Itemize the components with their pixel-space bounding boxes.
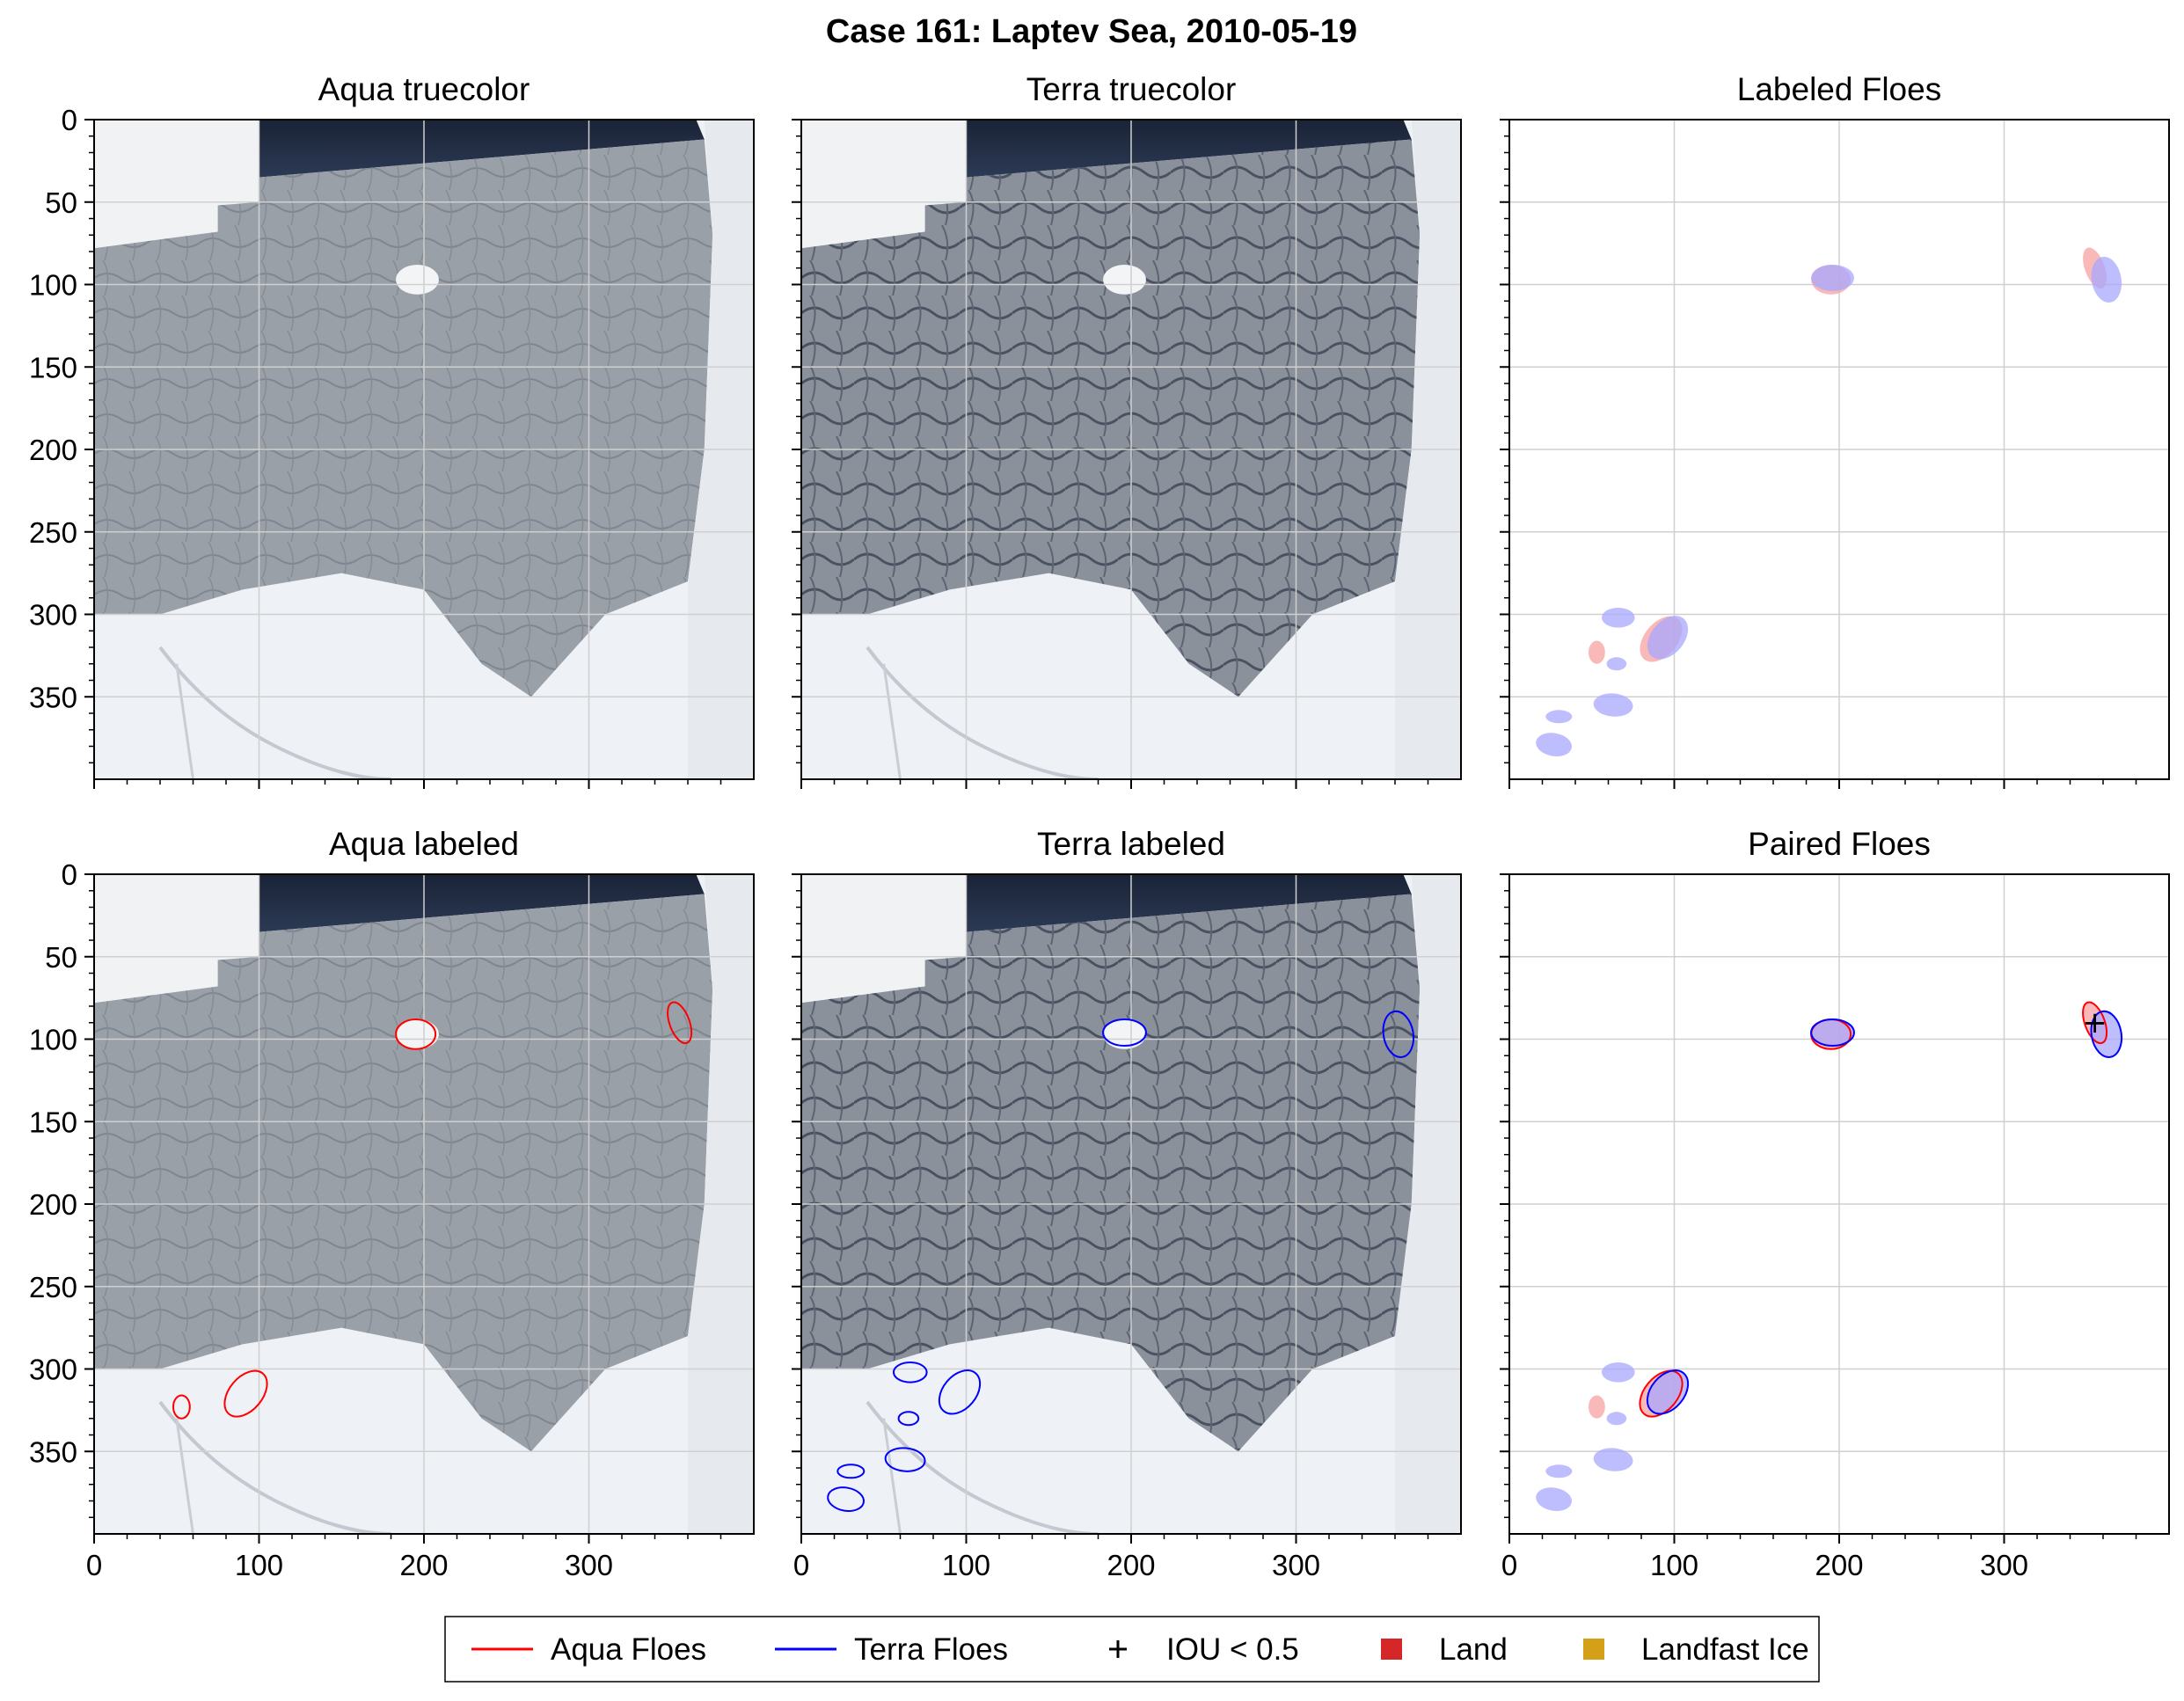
floe-outline xyxy=(1639,1369,1684,1418)
panel-title: Terra labeled xyxy=(1037,826,1225,862)
x-tick-label: 100 xyxy=(942,1549,990,1581)
y-tick-label: 250 xyxy=(29,516,77,549)
floe-outline xyxy=(938,1369,982,1415)
y-tick-label: 0 xyxy=(62,104,77,136)
plot-area: + xyxy=(1509,874,2169,1534)
floe-outline xyxy=(1382,1010,1415,1058)
floe-outline xyxy=(1810,1018,1855,1047)
iou-marker: + xyxy=(2082,1005,2107,1040)
panel-title: Paired Floes xyxy=(1748,826,1931,862)
floe-mask xyxy=(1545,710,1573,724)
legend-label: Land xyxy=(1439,1632,1508,1667)
floe-outline xyxy=(884,1447,926,1472)
y-tick-label: 100 xyxy=(29,1024,77,1056)
floe-mask xyxy=(2091,256,2122,303)
floe-outline xyxy=(2082,1001,2108,1045)
y-tick-label: 250 xyxy=(29,1271,77,1303)
x-tick-label: 200 xyxy=(399,1549,448,1581)
plot-area xyxy=(94,874,754,1534)
floe-outline xyxy=(1102,1018,1147,1047)
legend-label: Aqua Floes xyxy=(551,1632,706,1667)
legend-item: Aqua Floes xyxy=(471,1632,706,1667)
floe-mask xyxy=(1536,1487,1573,1511)
x-tick-label: 300 xyxy=(1980,1549,2028,1581)
floe-mask xyxy=(1606,657,1627,671)
panel-title: Aqua labeled xyxy=(329,826,519,862)
legend-square xyxy=(1583,1639,1604,1660)
floe-mask xyxy=(1606,1412,1627,1426)
figure-title: Case 161: Laptev Sea, 2010-05-19 xyxy=(826,13,1357,50)
floe-mask xyxy=(1593,693,1633,717)
panels: Aqua truecolor 0 50 100 150 200 250 300 350 Terra… xyxy=(29,71,2170,1581)
floe-mask xyxy=(1811,265,1854,291)
x-tick-label: 300 xyxy=(1272,1549,1320,1581)
x-tick-label: 0 xyxy=(1501,1549,1517,1581)
floe-outline xyxy=(395,1018,437,1050)
x-tick-label: 200 xyxy=(1815,1549,1863,1581)
panel-5: Terra labeled 0 100 200 300 xyxy=(792,826,1462,1581)
legend-item: IOU < 0.5 xyxy=(1109,1632,1299,1667)
floe-outline xyxy=(2090,1010,2123,1058)
y-tick-label: 150 xyxy=(29,351,77,383)
floe-outline xyxy=(893,1362,928,1383)
floe-mask xyxy=(1536,733,1573,756)
floe-outline xyxy=(1646,1369,1690,1415)
floe-outline xyxy=(223,1369,268,1418)
x-tick-label: 300 xyxy=(565,1549,613,1581)
legend-label: Landfast Ice xyxy=(1641,1632,1809,1667)
x-tick-label: 0 xyxy=(86,1549,102,1581)
plot-area xyxy=(801,120,1461,779)
floe-mask xyxy=(1811,1019,1854,1046)
plot-area xyxy=(94,120,754,779)
legend-item: Landfast Ice xyxy=(1583,1632,1809,1667)
y-tick-label: 350 xyxy=(29,681,77,713)
y-tick-label: 50 xyxy=(45,186,77,219)
floe-outline xyxy=(667,1001,693,1045)
panel-6: + Paired Floes 0 100 200 300 xyxy=(1500,826,2170,1581)
y-tick-label: 300 xyxy=(29,1354,77,1386)
y-tick-label: 0 xyxy=(62,858,77,891)
floe-outline xyxy=(897,1411,920,1427)
y-tick-label: 50 xyxy=(45,941,77,974)
floe-mask xyxy=(1647,616,1689,660)
floe-mask xyxy=(1602,1362,1635,1383)
panel-title: Terra truecolor xyxy=(1026,71,1237,107)
floe-outline xyxy=(172,1394,191,1420)
panel-1: Aqua truecolor 0 50 100 150 200 250 300 350 xyxy=(29,71,755,789)
floe-outline xyxy=(836,1464,866,1479)
y-tick-label: 200 xyxy=(29,434,77,466)
y-tick-label: 150 xyxy=(29,1106,77,1138)
floe-mask xyxy=(1593,1448,1633,1471)
plot-area xyxy=(801,874,1461,1534)
legend-square xyxy=(1381,1639,1402,1660)
floe-mask xyxy=(1589,1395,1605,1419)
legend-item: Terra Floes xyxy=(775,1632,1008,1667)
panel-2: Terra truecolor xyxy=(792,71,1462,789)
legend-item: Land xyxy=(1381,1632,1508,1667)
legend: Aqua Floes Terra Floes IOU < 0.5 Land Landfa… xyxy=(444,1616,1820,1683)
y-tick-label: 350 xyxy=(29,1435,77,1468)
x-tick-label: 200 xyxy=(1107,1549,1155,1581)
plot-area xyxy=(1509,120,2169,779)
legend-label: Terra Floes xyxy=(854,1632,1008,1667)
panel-3: Labeled Floes xyxy=(1500,71,2170,789)
x-tick-label: 0 xyxy=(793,1549,809,1581)
floe-outline xyxy=(827,1486,866,1512)
panel-title: Aqua truecolor xyxy=(318,71,530,107)
floe-mask xyxy=(1647,1370,1689,1414)
y-tick-label: 100 xyxy=(29,269,77,302)
y-tick-label: 300 xyxy=(29,599,77,631)
y-tick-label: 200 xyxy=(29,1188,77,1221)
floe-mask xyxy=(1545,1464,1573,1478)
floe-mask xyxy=(1602,608,1635,628)
x-tick-label: 100 xyxy=(1650,1549,1698,1581)
x-tick-label: 100 xyxy=(235,1549,283,1581)
panel-title: Labeled Floes xyxy=(1737,71,1941,107)
legend-label: IOU < 0.5 xyxy=(1166,1632,1299,1667)
floe-mask xyxy=(1589,640,1605,664)
panel-4: Aqua labeled 0 50 100 150 200 250 300 350 0 100 200… xyxy=(29,826,755,1581)
